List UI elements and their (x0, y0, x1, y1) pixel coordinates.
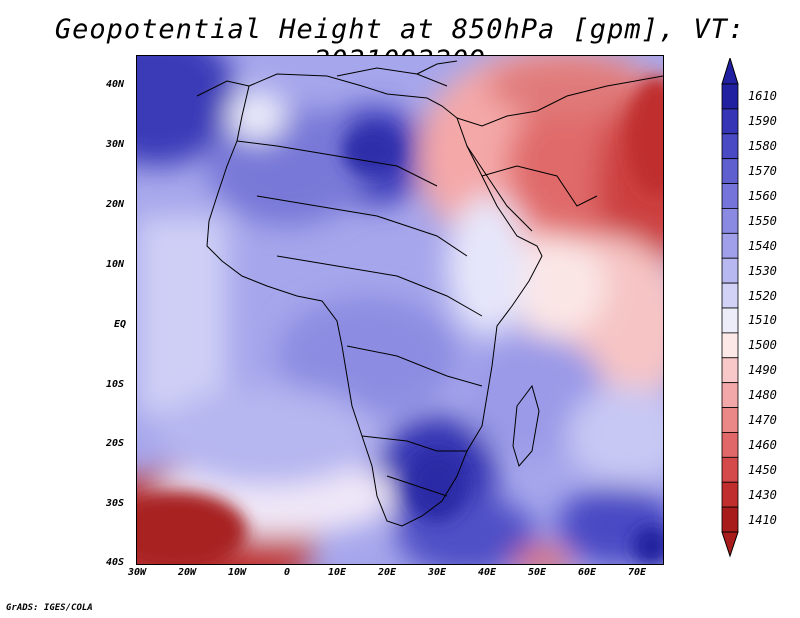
colorbar-top-arrow (721, 58, 739, 85)
colorbar-label: 1550 (748, 213, 777, 228)
lon-label-40E: 40E (477, 567, 497, 578)
colorbar-swatch (721, 332, 739, 359)
colorbar-label: 1610 (748, 89, 777, 104)
lon-label-60E: 60E (577, 567, 597, 578)
colorbar-swatch (721, 133, 739, 160)
colorbar-label: 1500 (748, 338, 777, 353)
colorbar-swatch (721, 382, 739, 408)
colorbar-swatch (721, 357, 739, 384)
colorbar (721, 58, 739, 558)
lat-label-40N: 40N (106, 79, 125, 90)
colorbar-swatch (721, 257, 739, 284)
colorbar-swatch (721, 232, 739, 259)
colorbar-label: 1510 (748, 313, 777, 328)
colorbar-swatch (721, 456, 739, 483)
colorbar-label: 1490 (748, 363, 777, 378)
lat-label-40S: 40S (106, 557, 125, 568)
lat-label-10S: 10S (106, 379, 125, 390)
lat-label-30N: 30N (106, 139, 125, 150)
colorbar-swatch (721, 158, 739, 184)
colorbar-label: 1590 (748, 114, 777, 129)
colorbar-swatch (721, 407, 739, 433)
colorbar-label: 1480 (748, 388, 777, 403)
colorbar-label: 1410 (748, 512, 777, 527)
lat-label-30S: 30S (106, 498, 125, 509)
colorbar-swatch (721, 481, 739, 508)
colorbar-label: 1560 (748, 189, 777, 203)
colorbar-label: 1430 (748, 487, 777, 502)
lon-label-30E: 30E (427, 567, 447, 578)
colorbar-swatch (721, 183, 739, 209)
lon-label-20W: 20W (177, 567, 197, 578)
lon-label-70E: 70E (627, 567, 647, 578)
colorbar-label: 1520 (748, 288, 777, 303)
geopotential-height-map (137, 56, 663, 564)
colorbar-swatch (721, 208, 739, 234)
colorbar-bottom-arrow (721, 531, 739, 558)
colorbar-swatch (721, 83, 739, 110)
colorbar-label: 1470 (748, 413, 777, 427)
colorbar-swatch (721, 307, 739, 334)
colorbar-label: 1580 (748, 139, 777, 154)
colorbar-label: 1450 (748, 462, 777, 477)
lat-label-EQ: EQ (114, 319, 127, 330)
colorbar-swatch (721, 506, 739, 533)
colorbar-swatch (721, 282, 739, 309)
colorbar-swatch (721, 108, 739, 135)
colorbar-swatch (721, 432, 739, 458)
lon-label-20E: 20E (377, 567, 397, 578)
lon-label-10W: 10W (227, 567, 247, 578)
colorbar-label: 1460 (748, 437, 777, 452)
height-field-detail (137, 76, 663, 564)
lon-label-10E: 10E (327, 567, 347, 578)
colorbar-label: 1530 (748, 263, 777, 278)
lon-label-30W: 30W (127, 567, 147, 578)
lat-label-20N: 20N (106, 199, 125, 210)
colorbar-label: 1540 (748, 238, 777, 253)
lat-label-10N: 10N (106, 259, 125, 270)
lon-label-0: 0 (283, 567, 291, 578)
credit-label: GrADS: IGES/COLA (6, 603, 93, 613)
lon-label-50E: 50E (527, 567, 547, 578)
colorbar-label: 1570 (748, 164, 777, 179)
coastlines (196, 60, 663, 527)
map-panel (136, 55, 664, 565)
lat-label-20S: 20S (106, 438, 125, 449)
